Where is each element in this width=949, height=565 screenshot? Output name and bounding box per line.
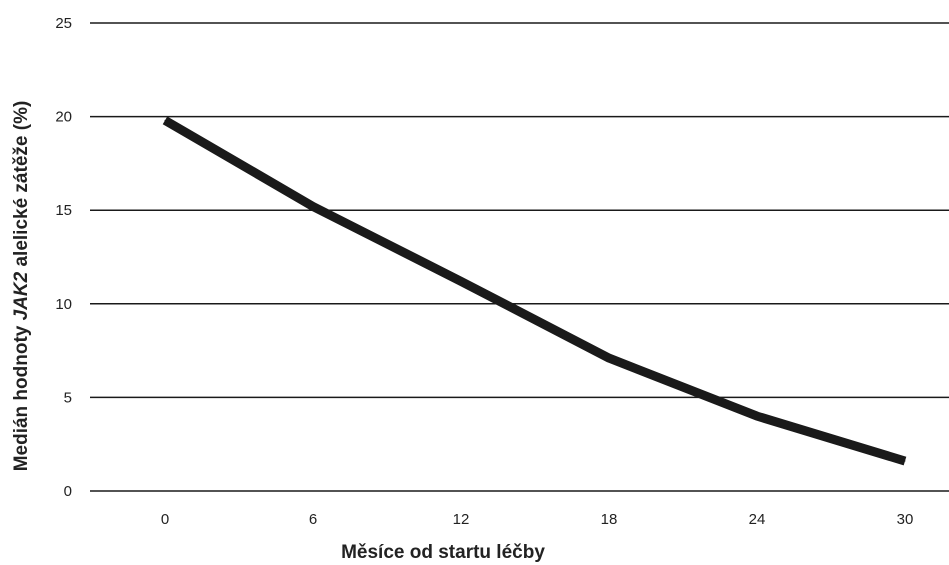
y-axis-title-italic: JAK2 [11,271,32,320]
gridlines [90,22,949,492]
y-axis-title-part-1: Medián hodnoty [11,320,32,471]
y-tick-label: 25 [55,15,72,32]
y-tick-label: 20 [55,109,72,126]
y-axis-title-part-2: alelické zátěže (%) [11,101,32,272]
y-tick-label: 15 [55,202,72,219]
data-point [164,119,166,121]
x-axis-title: Měsíce od startu léčby [341,542,545,563]
x-tick-label: 24 [749,511,766,528]
y-tick-label: 10 [55,296,72,313]
x-tick-label: 12 [453,511,470,528]
data-point [312,205,314,207]
x-tick-labels: 0 6 12 18 24 30 [161,511,914,528]
series-line-0 [162,116,907,466]
x-tick-label: 18 [601,511,618,528]
data-point [756,415,758,417]
data-point [460,280,462,282]
y-tick-label: 5 [64,389,72,406]
y-tick-label: 0 [64,483,72,500]
x-tick-label: 6 [309,511,317,528]
data-point [608,357,610,359]
series [162,116,907,466]
data-point [904,460,906,462]
x-tick-label: 0 [161,511,169,528]
x-tick-label: 30 [897,511,914,528]
y-axis-title: Medián hodnoty JAK2 alelické zátěže (%) [11,101,32,472]
y-tick-labels: 0 5 10 15 20 25 [55,15,72,500]
